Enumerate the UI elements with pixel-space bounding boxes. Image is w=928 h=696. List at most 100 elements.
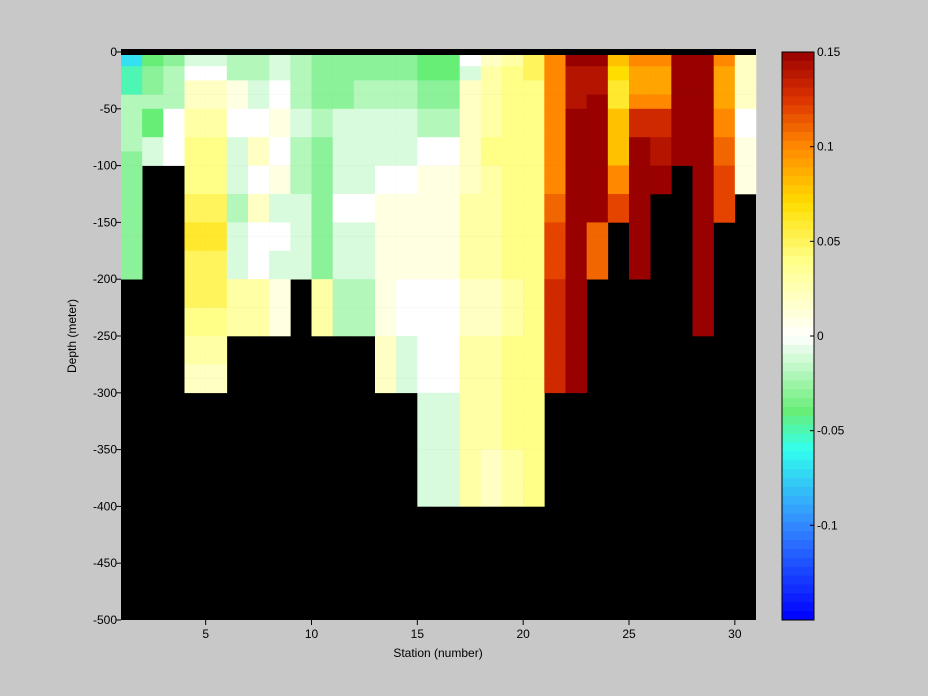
heatmap-cell <box>375 378 397 394</box>
colorbar-swatch <box>782 194 814 204</box>
heatmap-cell <box>480 108 503 124</box>
heatmap-cell <box>438 222 460 237</box>
heatmap-cell <box>459 307 482 323</box>
heatmap-cell <box>629 165 651 181</box>
heatmap-cell <box>226 80 249 95</box>
heatmap-cell <box>375 123 397 138</box>
heatmap-cell <box>353 194 376 209</box>
colorbar-swatch <box>782 52 814 62</box>
heatmap-cell <box>332 250 355 266</box>
heatmap-cell <box>332 94 355 110</box>
heatmap-cell <box>650 165 672 181</box>
heatmap-cell <box>417 293 439 308</box>
heatmap-cell <box>121 194 143 209</box>
heatmap-cell <box>248 279 270 294</box>
heatmap-cell <box>692 194 714 209</box>
heatmap-cell <box>438 364 460 379</box>
heatmap-cell <box>184 80 206 95</box>
heatmap-cell <box>565 222 587 237</box>
heatmap-cell <box>629 222 651 237</box>
heatmap-cell <box>205 137 228 152</box>
x-tick-label: 5 <box>202 627 209 641</box>
heatmap-cell <box>692 250 714 266</box>
colorbar-swatch <box>782 140 814 151</box>
heatmap-cell <box>332 137 355 152</box>
heatmap-cell <box>502 378 524 394</box>
heatmap-cell <box>248 321 270 337</box>
heatmap-cell <box>502 222 524 237</box>
heatmap-cell <box>375 250 397 266</box>
heatmap-cell <box>184 293 206 308</box>
heatmap-cell <box>353 179 376 195</box>
heatmap-cell <box>269 94 291 110</box>
heatmap-cell <box>311 222 333 237</box>
heatmap-cell <box>607 123 630 138</box>
colorbar-swatch <box>782 185 814 195</box>
heatmap-cell <box>459 66 482 81</box>
heatmap-cell <box>480 350 503 365</box>
heatmap-cell <box>375 279 397 294</box>
heatmap-cell <box>438 336 460 351</box>
heatmap-cell <box>269 236 291 252</box>
heatmap-cell <box>523 137 545 152</box>
heatmap-cell <box>565 66 587 81</box>
colorbar-swatch <box>782 575 814 585</box>
heatmap-cell <box>523 478 545 493</box>
heatmap-cell <box>629 151 651 166</box>
heatmap-cell <box>713 179 736 195</box>
heatmap-cell <box>375 108 397 124</box>
heatmap-cell <box>438 265 460 280</box>
heatmap-cell <box>544 94 566 110</box>
heatmap-cell <box>544 66 566 81</box>
heatmap-cell <box>163 137 185 152</box>
heatmap-cell <box>502 94 524 110</box>
heatmap-cell <box>544 378 566 394</box>
heatmap-cell <box>480 66 503 81</box>
heatmap-cell <box>502 449 524 465</box>
heatmap-cell <box>184 250 206 266</box>
heatmap-cell <box>353 250 376 266</box>
heatmap-cell <box>565 151 587 166</box>
heatmap-cell <box>459 435 482 450</box>
heatmap-cell <box>396 179 418 195</box>
colorbar-tick-label: -0.05 <box>817 424 845 438</box>
heatmap-cell <box>502 250 524 266</box>
heatmap-cell <box>565 250 587 266</box>
heatmap-cell <box>290 66 312 81</box>
heatmap-cell <box>332 66 355 81</box>
heatmap-cell <box>480 52 503 67</box>
heatmap-cell <box>311 293 333 308</box>
heatmap-cell <box>629 80 651 95</box>
heatmap-cell <box>586 94 609 110</box>
heatmap-cell <box>163 151 185 166</box>
colorbar-swatch <box>782 176 814 186</box>
heatmap-cell <box>565 108 587 124</box>
heatmap-cell <box>163 52 185 67</box>
heatmap-cell <box>142 80 164 95</box>
heatmap-cell <box>332 321 355 337</box>
heatmap-cell <box>184 194 206 209</box>
heatmap-cell <box>375 265 397 280</box>
heatmap-cell <box>565 307 587 323</box>
colorbar-swatch <box>782 407 814 417</box>
heatmap-cell <box>565 364 587 379</box>
heatmap-cell <box>184 179 206 195</box>
heatmap-cell <box>269 194 291 209</box>
heatmap-cell <box>480 94 503 110</box>
heatmap-cell <box>184 336 206 351</box>
heatmap-cell <box>438 392 460 408</box>
heatmap-cell <box>163 94 185 110</box>
heatmap-cell <box>205 94 228 110</box>
heatmap-cell <box>417 336 439 351</box>
heatmap-cell <box>459 52 482 67</box>
colorbar-swatch <box>782 353 814 364</box>
heatmap-cell <box>480 336 503 351</box>
heatmap-cell <box>523 321 545 337</box>
heatmap-cell <box>692 279 714 294</box>
heatmap-cell <box>375 307 397 323</box>
heatmap-cell <box>734 94 757 110</box>
heatmap-cell <box>586 236 609 252</box>
heatmap-cell <box>438 208 460 223</box>
heatmap-cell <box>290 208 312 223</box>
heatmap-cell <box>290 94 312 110</box>
